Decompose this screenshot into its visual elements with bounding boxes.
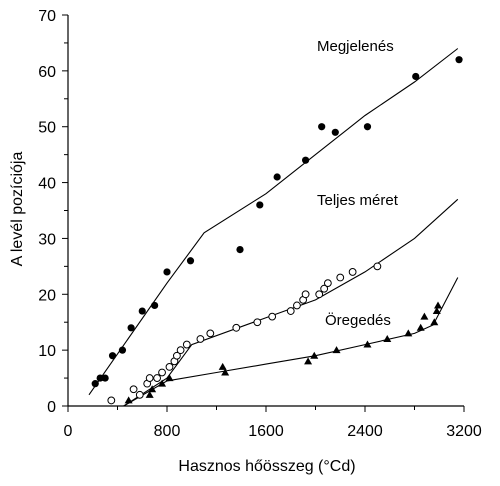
y-axis-title: A levél pozíciója bbox=[9, 152, 26, 267]
data-point-filled-circle bbox=[186, 257, 195, 265]
data-point-triangle bbox=[310, 351, 319, 359]
data-point-triangle bbox=[434, 301, 443, 309]
data-point-open-circle bbox=[107, 396, 116, 405]
y-tick-label: 40 bbox=[38, 176, 56, 193]
data-point-triangle bbox=[332, 346, 341, 354]
data-point-open-circle bbox=[196, 335, 205, 343]
fit-line bbox=[123, 277, 459, 407]
data-point-filled-circle bbox=[118, 346, 127, 354]
data-point-open-circle bbox=[158, 368, 166, 377]
data-point-triangle bbox=[404, 329, 413, 337]
data-point-open-circle bbox=[320, 284, 329, 293]
data-point-open-circle bbox=[176, 346, 185, 355]
data-point-filled-circle bbox=[163, 268, 171, 276]
data-point-filled-circle bbox=[302, 156, 310, 164]
y-tick-label: 20 bbox=[38, 287, 56, 304]
data-point-open-circle bbox=[165, 363, 174, 371]
data-point-open-circle bbox=[153, 374, 162, 382]
data-point-open-circle bbox=[293, 301, 301, 310]
data-point-filled-circle bbox=[151, 301, 159, 310]
data-point-open-circle bbox=[129, 385, 138, 394]
x-tick-label: 0 bbox=[64, 423, 73, 440]
series-label-teljes-meret: Teljes méret bbox=[317, 192, 399, 209]
data-point-open-circle bbox=[323, 279, 332, 288]
data-point-triangle bbox=[221, 368, 230, 376]
data-point-filled-circle bbox=[256, 201, 264, 209]
data-point-triangle bbox=[416, 323, 425, 331]
y-tick-label: 60 bbox=[38, 64, 56, 81]
data-point-open-circle bbox=[145, 374, 154, 382]
data-point-open-circle bbox=[182, 340, 191, 349]
data-point-filled-circle bbox=[91, 380, 99, 388]
data-point-filled-circle bbox=[331, 128, 339, 136]
data-point-triangle bbox=[363, 340, 372, 348]
data-point-filled-circle bbox=[101, 374, 109, 382]
series-label-oregedes: Öregedés bbox=[325, 311, 391, 329]
y-tick-label: 10 bbox=[38, 343, 56, 360]
data-point-filled-circle bbox=[318, 123, 326, 131]
y-tick-label: 50 bbox=[38, 120, 56, 137]
x-axis-title: Hasznos hőösszeg (°Cd) bbox=[178, 458, 355, 475]
data-point-open-circle bbox=[301, 290, 310, 299]
data-point-triangle bbox=[145, 390, 154, 398]
data-point-open-circle bbox=[268, 312, 277, 321]
data-point-filled-circle bbox=[96, 374, 104, 382]
data-point-triangle bbox=[165, 374, 174, 382]
fit-lines bbox=[88, 48, 459, 407]
data-point-filled-circle bbox=[412, 72, 420, 81]
fit-line bbox=[88, 48, 459, 396]
x-tick-label: 800 bbox=[154, 423, 181, 440]
data-point-open-circle bbox=[253, 318, 262, 327]
labels: Hasznos hőösszeg (°Cd) A levél pozíciója… bbox=[9, 38, 399, 475]
y-tick-label: 0 bbox=[47, 399, 56, 416]
y-tick-label: 70 bbox=[38, 8, 56, 25]
fit-line bbox=[123, 198, 459, 407]
data-point-open-circle bbox=[135, 390, 144, 399]
data-point-filled-circle bbox=[273, 173, 281, 181]
data-point-filled-circle bbox=[363, 123, 372, 131]
data-points bbox=[91, 56, 463, 405]
data-point-triangle bbox=[304, 357, 313, 365]
data-point-filled-circle bbox=[127, 324, 135, 332]
data-point-filled-circle bbox=[236, 246, 244, 254]
data-point-open-circle bbox=[336, 273, 345, 282]
series-label-megjelenes: Megjelenés bbox=[317, 38, 394, 55]
data-point-triangle bbox=[158, 379, 167, 387]
data-point-triangle bbox=[432, 307, 441, 315]
data-point-open-circle bbox=[315, 290, 324, 299]
data-point-filled-circle bbox=[108, 352, 117, 360]
data-point-open-circle bbox=[232, 323, 241, 332]
data-point-triangle bbox=[420, 312, 429, 320]
x-tick-label: 1600 bbox=[248, 423, 284, 440]
data-point-filled-circle bbox=[138, 307, 146, 315]
data-point-open-circle bbox=[286, 307, 295, 315]
data-point-open-circle bbox=[348, 268, 357, 276]
data-point-triangle bbox=[148, 385, 157, 393]
data-point-open-circle bbox=[173, 351, 181, 360]
data-point-triangle bbox=[218, 362, 227, 370]
data-point-triangle bbox=[383, 334, 392, 342]
axes: 0 800 1600 2400 3200 0 10 20 30 40 50 60 70 bbox=[38, 8, 482, 440]
x-tick-label: 3200 bbox=[446, 423, 482, 440]
data-point-open-circle bbox=[373, 262, 382, 271]
data-point-open-circle bbox=[206, 329, 215, 338]
data-point-triangle bbox=[124, 396, 133, 404]
data-point-filled-circle bbox=[455, 56, 463, 64]
data-point-triangle bbox=[430, 318, 439, 326]
y-tick-label: 30 bbox=[38, 231, 56, 248]
x-tick-label: 2400 bbox=[347, 423, 383, 440]
